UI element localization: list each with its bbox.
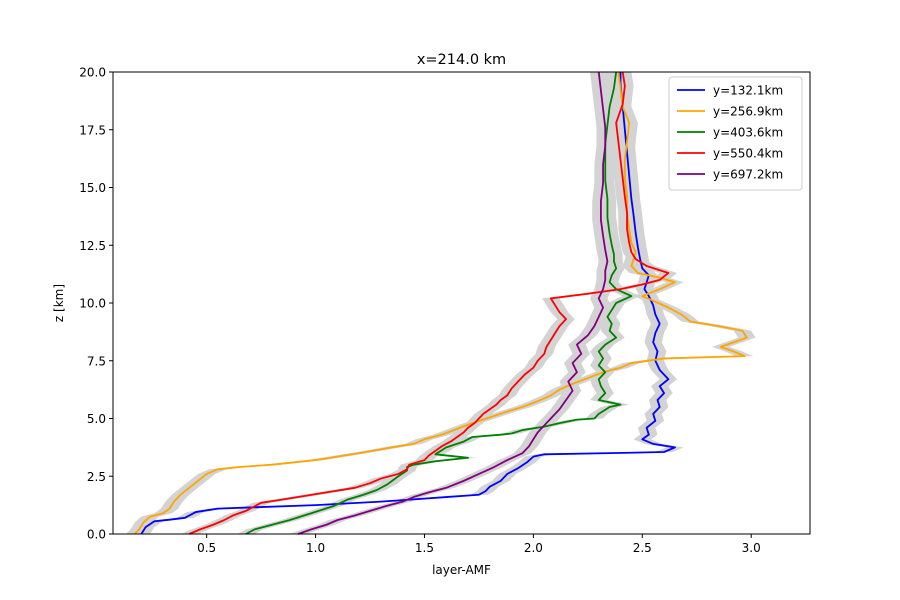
x-tick-label: 1.0 bbox=[306, 541, 325, 555]
x-axis-ticks: 0.5 1.0 1.5 2.0 2.5 3.0 bbox=[197, 534, 761, 555]
series-line-1 bbox=[140, 72, 676, 535]
uncertainty-band-2 bbox=[126, 72, 756, 534]
uncertainty-bands bbox=[126, 72, 756, 534]
legend-label-2: y=256.9km bbox=[713, 105, 783, 119]
x-tick-label: 2.5 bbox=[633, 541, 652, 555]
y-tick-label: 2.5 bbox=[87, 470, 106, 484]
series-lines bbox=[134, 71, 748, 535]
x-tick-label: 0.5 bbox=[197, 541, 216, 555]
y-tick-label: 7.5 bbox=[87, 354, 106, 368]
y-tick-label: 12.5 bbox=[79, 239, 106, 253]
series-line-2 bbox=[134, 71, 748, 535]
legend: y=132.1km y=256.9km y=403.6km y=550.4km y=69… bbox=[668, 76, 803, 191]
series-line-3 bbox=[245, 71, 633, 535]
chart-title: x=214.0 km bbox=[417, 52, 506, 68]
x-tick-label: 1.5 bbox=[415, 541, 434, 555]
y-tick-label: 20.0 bbox=[79, 66, 106, 80]
uncertainty-band-3 bbox=[237, 72, 641, 534]
legend-label-3: y=403.6km bbox=[713, 126, 783, 140]
series-line-4 bbox=[188, 71, 670, 535]
legend-label-5: y=697.2km bbox=[713, 168, 783, 182]
y-axis-label: z [km] bbox=[52, 284, 66, 322]
legend-label-1: y=132.1km bbox=[713, 84, 783, 98]
y-tick-label: 5.0 bbox=[87, 412, 106, 426]
x-axis-label: layer-AMF bbox=[432, 563, 491, 577]
y-axis-ticks: 0.0 2.5 5.0 7.5 10.0 12.5 15.0 17.5 20.0 bbox=[79, 66, 113, 542]
x-tick-label: 2.0 bbox=[524, 541, 543, 555]
legend-label-4: y=550.4km bbox=[713, 147, 783, 161]
y-tick-label: 0.0 bbox=[87, 528, 106, 542]
y-tick-label: 15.0 bbox=[79, 181, 106, 195]
y-tick-label: 10.0 bbox=[79, 297, 106, 311]
series-line-5 bbox=[297, 71, 609, 535]
legend-box bbox=[668, 76, 803, 191]
y-tick-label: 17.5 bbox=[79, 123, 106, 137]
uncertainty-band-5 bbox=[289, 72, 617, 534]
x-tick-label: 3.0 bbox=[742, 541, 761, 555]
